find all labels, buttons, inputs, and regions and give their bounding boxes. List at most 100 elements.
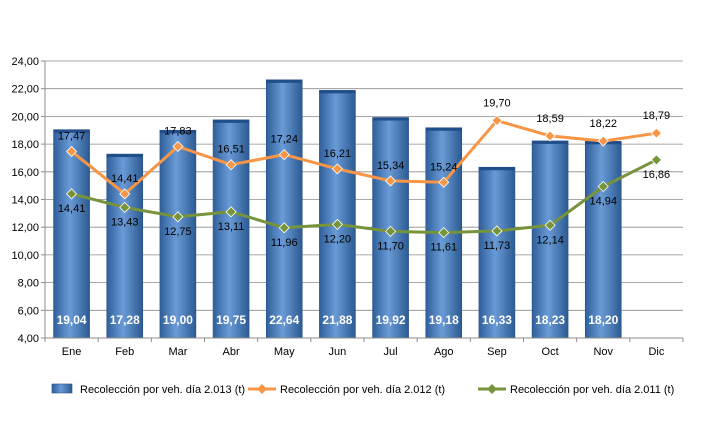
line-marker	[119, 188, 131, 200]
x-axis: Ene Feb Mar Abr May Jun Jul Ago Sep Oct Nov Dic	[44, 337, 684, 358]
line-marker	[491, 225, 503, 237]
series-line	[71, 158, 658, 235]
line-marker	[119, 201, 131, 213]
x-tick-label: Abr	[223, 346, 240, 358]
x-tick-label: Oct	[542, 346, 559, 358]
legend-marker	[487, 384, 497, 394]
bar-top-cap	[53, 129, 90, 133]
y-axis: 4,00 6,00 8,00 10,00 12,00 14,00 16,00 18,00 20,…	[11, 56, 46, 345]
bar	[478, 166, 516, 339]
x-tick-label: Dic	[648, 346, 664, 358]
bar	[584, 141, 622, 339]
bar	[53, 129, 90, 339]
bar	[531, 140, 569, 339]
y-tick-label: 16,00	[11, 167, 39, 179]
y-tick-label: 4,00	[18, 333, 39, 345]
bar-data-label: 21,88	[322, 313, 352, 327]
x-tick-label: Feb	[115, 346, 134, 358]
line-data-label: 12,14	[536, 234, 564, 246]
bar-data-label: 19,92	[376, 313, 406, 327]
line-marker	[278, 149, 290, 161]
line-data-label: 17,24	[270, 134, 298, 146]
line-marker	[278, 222, 290, 234]
line-data-label: 12,75	[164, 226, 192, 238]
line-data-label: 16,51	[217, 144, 245, 156]
line-marker	[66, 145, 78, 158]
bar-top-cap	[372, 117, 409, 121]
line-data-label: 16,86	[643, 169, 671, 181]
bar-data-label: 18,20	[588, 313, 618, 327]
line-marker	[491, 114, 503, 127]
y-tick-label: 24,00	[11, 56, 39, 68]
line-data-label: 18,59	[536, 113, 564, 125]
bar-data-label: 19,04	[57, 313, 87, 327]
bar-data-label: 19,00	[163, 313, 193, 327]
line-marker	[331, 218, 343, 230]
bar-data-label: 17,28	[110, 313, 140, 327]
bar	[265, 79, 303, 339]
line-marker	[544, 219, 556, 231]
line-marker	[438, 227, 450, 239]
bar-top-cap	[106, 154, 143, 158]
legend-swatch	[51, 383, 73, 394]
bar-top-cap	[478, 167, 515, 171]
line-data-label: 13,11	[218, 221, 245, 233]
line-marker	[172, 140, 184, 153]
line-data-label: 19,70	[483, 98, 511, 110]
bar-top-cap	[213, 119, 250, 123]
x-tick-label: Nov	[593, 346, 613, 358]
line-data-label: 18,22	[589, 118, 617, 130]
legend-label: Recolección por veh. día 2.012 (t)	[280, 384, 445, 396]
line-data-label: 17,47	[58, 130, 86, 142]
y-tick-label: 22,00	[11, 84, 39, 96]
line-data-label: 14,41	[111, 173, 139, 185]
line-data-label: 12,20	[324, 233, 352, 245]
line-marker	[597, 135, 609, 147]
x-tick-label: Ene	[62, 346, 82, 358]
line-marker	[650, 127, 662, 139]
legend: Recolección por veh. día 2.013 (t) Recole…	[51, 383, 674, 396]
line-data-label: 11,96	[271, 237, 298, 249]
bar-top-cap	[532, 140, 569, 144]
line-marker	[331, 163, 343, 175]
line-marker	[66, 188, 78, 200]
line-marker	[650, 154, 662, 166]
legend-marker	[257, 384, 267, 394]
y-tick-label: 14,00	[11, 195, 39, 207]
bar-data-label: 22,64	[269, 313, 299, 327]
bar-top-cap	[319, 90, 356, 94]
bar	[212, 119, 250, 339]
bar-data-label: 19,18	[429, 313, 459, 327]
line-data-label: 14,41	[58, 203, 86, 215]
line-data-label: 15,24	[430, 161, 458, 173]
line-data-label: 16,21	[324, 148, 352, 160]
line-marker	[385, 225, 397, 237]
line-marker	[438, 176, 450, 188]
line-marker	[544, 130, 556, 142]
lines	[66, 114, 662, 239]
line-marker	[597, 180, 609, 193]
line-data-label: 11,73	[484, 240, 511, 252]
x-tick-label: Mar	[168, 346, 187, 358]
legend-label: Recolección por veh. día 2.011 (t)	[510, 384, 674, 396]
line-data-label: 11,70	[377, 240, 404, 252]
line-data-label: 11,61	[430, 242, 457, 254]
series-line	[70, 119, 657, 196]
bar-data-label: 18,23	[535, 313, 565, 327]
x-tick-label: May	[274, 346, 295, 358]
bar	[319, 90, 356, 339]
data-labels: 19,04 17,28 19,00 19,75 22,64 21,88 19,92 19,18…	[57, 98, 671, 327]
line-marker	[225, 159, 237, 171]
x-tick-label: Jun	[329, 346, 347, 358]
y-tick-label: 8,00	[18, 278, 39, 290]
bar-data-label: 19,75	[216, 313, 246, 327]
bar-top-cap	[425, 127, 462, 131]
line-marker	[225, 206, 237, 218]
line-data-label: 14,94	[589, 195, 617, 207]
legend-label: Recolección por veh. día 2.013 (t)	[80, 384, 245, 396]
x-tick-label: Ago	[434, 346, 454, 358]
line-marker	[172, 211, 184, 223]
line-data-label: 17,83	[164, 125, 192, 137]
bar-top-cap	[266, 79, 303, 83]
